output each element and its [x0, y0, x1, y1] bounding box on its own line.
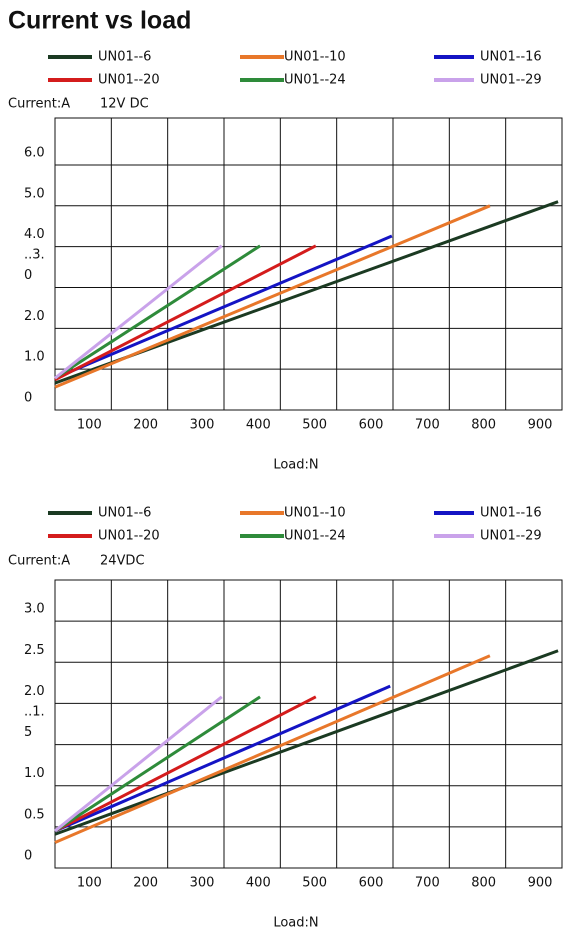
y-tick-label: 4.0 — [24, 227, 45, 242]
x-tick-label: 200 — [133, 418, 158, 433]
x-tick-label: 600 — [359, 876, 384, 891]
x-tick-label: 700 — [415, 418, 440, 433]
legend-label: UN01--20 — [98, 73, 160, 88]
y-tick-label: 2.0 — [24, 684, 45, 699]
y-tick-label: 1.0 — [24, 766, 45, 781]
series-line — [54, 695, 261, 833]
legend-label: UN01--16 — [480, 50, 542, 65]
x-tick-label: 300 — [190, 418, 215, 433]
y-tick-label: 0.5 — [24, 807, 45, 822]
legend-label: UN01--29 — [480, 73, 542, 88]
legend-label: UN01--24 — [284, 73, 346, 88]
x-tick-label: 800 — [471, 418, 496, 433]
series-line — [54, 695, 223, 833]
x-tick-label: 300 — [190, 876, 215, 891]
legend-label: UN01--6 — [98, 50, 151, 65]
x-tick-label: 900 — [528, 876, 553, 891]
subtitle: 24VDC — [100, 554, 145, 569]
x-tick-label: 400 — [246, 876, 271, 891]
subtitle: 12V DC — [100, 97, 149, 112]
y-tick-label: 0 — [24, 849, 32, 864]
page-title: Current vs load — [8, 7, 191, 35]
series-line — [54, 654, 491, 844]
x-tick-label: 100 — [77, 876, 102, 891]
series-line — [54, 234, 393, 380]
y-tick-label: 2.5 — [24, 643, 45, 658]
plot-frame — [54, 579, 563, 869]
x-axis-label: Load:N — [273, 916, 318, 931]
x-tick-label: 800 — [471, 876, 496, 891]
x-tick-label: 700 — [415, 876, 440, 891]
y-tick-label: 0 — [24, 391, 32, 406]
legend-label: UN01--29 — [480, 529, 542, 544]
series-line — [54, 684, 391, 833]
y-tick-label: 2.0 — [24, 309, 45, 324]
x-tick-label: 600 — [359, 418, 384, 433]
y-axis-label: Current:A — [8, 554, 70, 569]
legend-label: UN01--24 — [284, 529, 346, 544]
legend-label: UN01--20 — [98, 529, 160, 544]
y-tick-label: ..1. — [24, 705, 45, 720]
series-line — [54, 204, 491, 389]
y-tick-label: 3.0 — [24, 602, 45, 617]
y-tick-label: 5 — [24, 725, 32, 740]
x-tick-label: 900 — [528, 418, 553, 433]
series-line — [54, 244, 317, 382]
y-tick-label: 6.0 — [24, 145, 45, 160]
y-tick-label: 1.0 — [24, 350, 45, 365]
y-tick-label: 5.0 — [24, 186, 45, 201]
x-tick-label: 500 — [302, 418, 327, 433]
legend-label: UN01--10 — [284, 50, 346, 65]
x-tick-label: 100 — [77, 418, 102, 433]
legend-label: UN01--6 — [98, 506, 151, 521]
x-tick-label: 400 — [246, 418, 271, 433]
series-line — [54, 244, 223, 380]
series-line — [54, 649, 559, 836]
legend-label: UN01--10 — [284, 506, 346, 521]
plot-frame — [54, 117, 563, 411]
legend-label: UN01--16 — [480, 506, 542, 521]
x-axis-label: Load:N — [273, 458, 318, 473]
y-tick-label: ..3. — [24, 248, 45, 263]
series-line — [54, 695, 317, 833]
y-axis-label: Current:A — [8, 97, 70, 112]
y-tick-label: 0 — [24, 268, 32, 283]
series-line — [54, 244, 261, 380]
x-tick-label: 500 — [302, 876, 327, 891]
x-tick-label: 200 — [133, 876, 158, 891]
